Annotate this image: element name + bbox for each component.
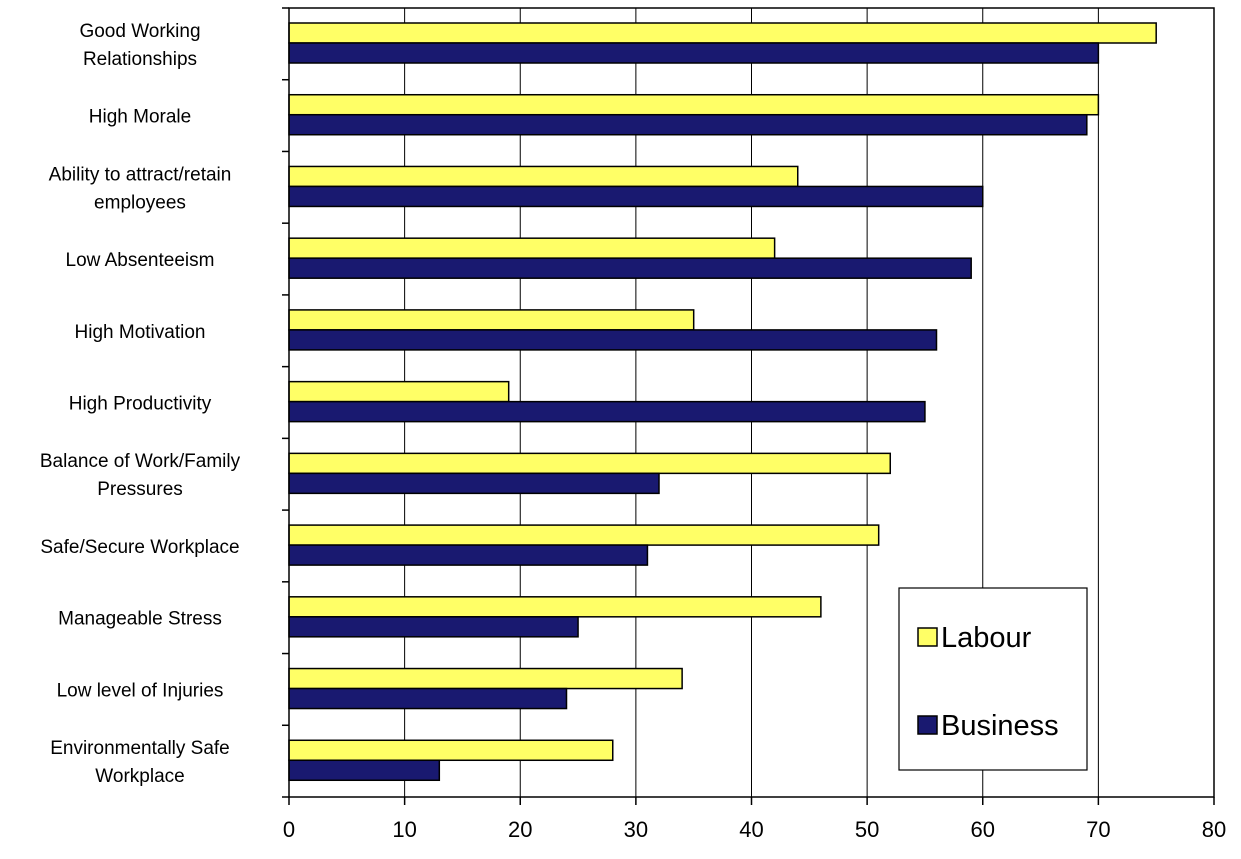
bar-labour xyxy=(288,237,776,259)
bar-labour xyxy=(288,309,695,331)
bar-business xyxy=(288,113,1088,136)
bar-labour xyxy=(288,380,510,403)
category-label: Manageable Stress xyxy=(58,609,222,630)
legend-box xyxy=(898,587,1088,771)
legend-swatch-labour xyxy=(917,627,938,647)
category-label: High Productivity xyxy=(69,394,212,415)
category-label: Relationships xyxy=(83,49,197,70)
category-label: Pressures xyxy=(97,479,183,500)
x-tick-label: 60 xyxy=(971,817,995,842)
bar-business xyxy=(288,400,926,423)
axes xyxy=(282,7,1215,805)
x-tick-label: 80 xyxy=(1202,817,1226,842)
bar-labour xyxy=(288,93,1100,116)
bar-labour xyxy=(288,739,614,762)
legend-swatch-business xyxy=(917,715,938,735)
bar-business xyxy=(288,759,441,782)
bar-business xyxy=(288,257,972,279)
bar-labour xyxy=(288,165,799,188)
bar-business xyxy=(288,42,1100,64)
bar-business xyxy=(288,616,579,638)
legend-label-business: Business xyxy=(941,710,1059,742)
category-label: Low Absenteeism xyxy=(66,250,215,271)
bar-business xyxy=(288,472,660,495)
bar-business xyxy=(288,687,568,710)
bars xyxy=(288,22,1157,782)
bar-business xyxy=(288,544,649,566)
legend-label-labour: Labour xyxy=(941,622,1032,654)
category-labels: Good Working Relationships High Morale Abil… xyxy=(40,21,241,787)
category-label: Workplace xyxy=(95,766,184,787)
x-tick-label: 30 xyxy=(624,817,648,842)
bar-labour xyxy=(288,22,1157,44)
legend: Labour Business xyxy=(898,587,1088,771)
x-tick-label: 20 xyxy=(508,817,532,842)
x-tick-label: 0 xyxy=(283,817,295,842)
x-tick-label: 50 xyxy=(855,817,879,842)
bar-labour xyxy=(288,596,822,618)
category-label: High Motivation xyxy=(75,322,206,343)
category-label: Low level of Injuries xyxy=(57,680,224,701)
category-label: Good Working xyxy=(79,21,200,42)
x-tick-label: 40 xyxy=(739,817,763,842)
x-tick-label: 70 xyxy=(1086,817,1110,842)
category-label: employees xyxy=(94,192,186,213)
category-label: Balance of Work/Family xyxy=(40,451,241,472)
category-label: Safe/Secure Workplace xyxy=(40,537,239,558)
bar-business xyxy=(288,329,938,351)
category-label: Ability to attract/retain xyxy=(49,164,232,185)
bar-labour xyxy=(288,667,683,690)
bar-labour xyxy=(288,452,891,475)
category-label: Environmentally Safe xyxy=(50,738,230,759)
bar-labour xyxy=(288,524,880,546)
x-tick-label: 10 xyxy=(392,817,416,842)
bar-business xyxy=(288,185,984,208)
category-label: High Morale xyxy=(89,107,191,128)
x-tick-labels: 0 10 20 30 40 50 60 70 80 xyxy=(283,817,1226,842)
